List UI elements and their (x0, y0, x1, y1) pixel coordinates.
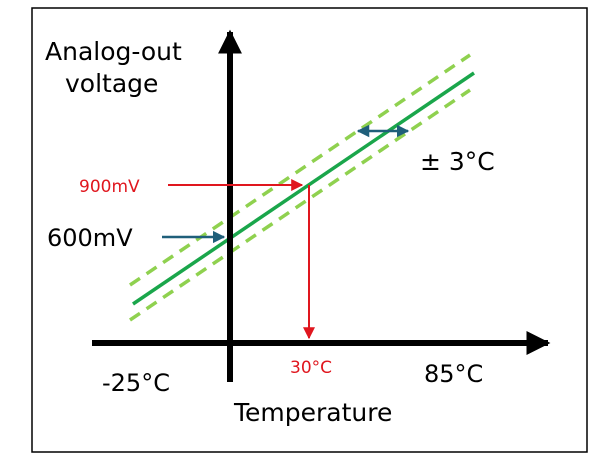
tolerance-lower-line (129, 88, 471, 322)
output-line (132, 71, 475, 306)
y-axis-label-line1: Analog-out (45, 37, 182, 66)
x-max-label: 85°C (424, 360, 483, 388)
y-axis-label-line2: voltage (65, 69, 158, 98)
x-marker-label: 30°C (290, 358, 332, 378)
frame-border (31, 7, 588, 453)
y-intercept-label: 600mV (47, 224, 133, 252)
y-marker-label: 900mV (79, 177, 140, 197)
tolerance-label: ± 3°C (420, 147, 495, 176)
x-min-label: -25°C (102, 369, 170, 397)
tolerance-upper-line (129, 53, 471, 287)
x-axis-label: Temperature (233, 398, 392, 427)
